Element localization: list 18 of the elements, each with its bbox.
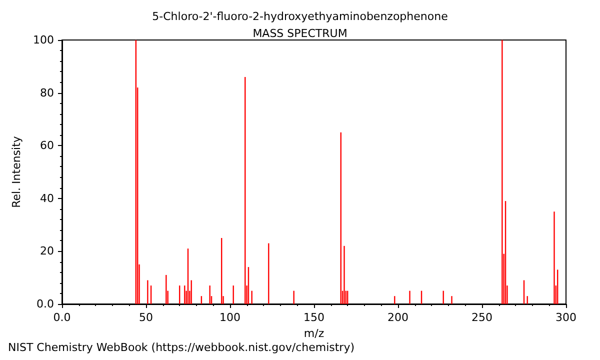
y-tick-label: 60 [40,139,54,152]
x-tick-label: 100 [220,311,240,324]
chart-subtitle: MASS SPECTRUM [252,27,348,40]
x-tick-label: 300 [556,311,576,324]
y-tick-label: 80 [40,86,54,100]
x-tick-label: 0.0 [53,311,71,324]
x-tick-label: 50 [139,311,153,324]
y-tick-label: 100 [33,34,54,46]
x-axis-title: m/z [304,326,324,340]
y-tick-label: 40 [40,192,54,205]
x-tick-label: 150 [304,311,324,324]
chart-title: 5-Chloro-2'-fluoro-2-hydroxyethyaminobenzophenone [152,10,448,23]
x-tick-label: 250 [472,311,492,324]
y-tick-label: 20 [40,244,54,258]
y-axis-title: Rel. Intensity [10,136,24,208]
x-tick-label: 200 [388,311,408,324]
y-tick-label: 0.0 [36,298,54,310]
text: NIST Chemistry WebBook (https://webbook.nist.gov/chemistry) [8,341,354,354]
